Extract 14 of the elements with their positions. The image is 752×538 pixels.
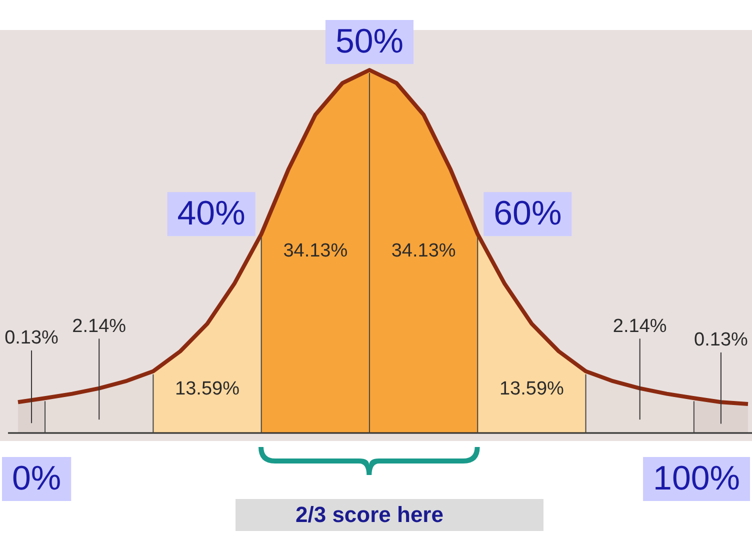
annotation: 13.59%	[499, 378, 564, 400]
annotation: 0.13%	[4, 328, 59, 349]
annotation: 60%	[494, 194, 562, 232]
annotation: 0.13%	[694, 330, 748, 351]
annotation: 2.14%	[72, 316, 126, 337]
text: 50%	[335, 22, 404, 60]
annotation: 13.59%	[175, 378, 240, 400]
annotation: 40%	[177, 194, 246, 232]
annotation: 34.13%	[283, 240, 348, 262]
text: 100%	[653, 459, 740, 498]
annotation: 2.14%	[612, 316, 667, 337]
annotation: 34.13%	[391, 240, 456, 262]
text: 0%	[12, 459, 62, 498]
text: 2/3 score here	[295, 502, 444, 528]
